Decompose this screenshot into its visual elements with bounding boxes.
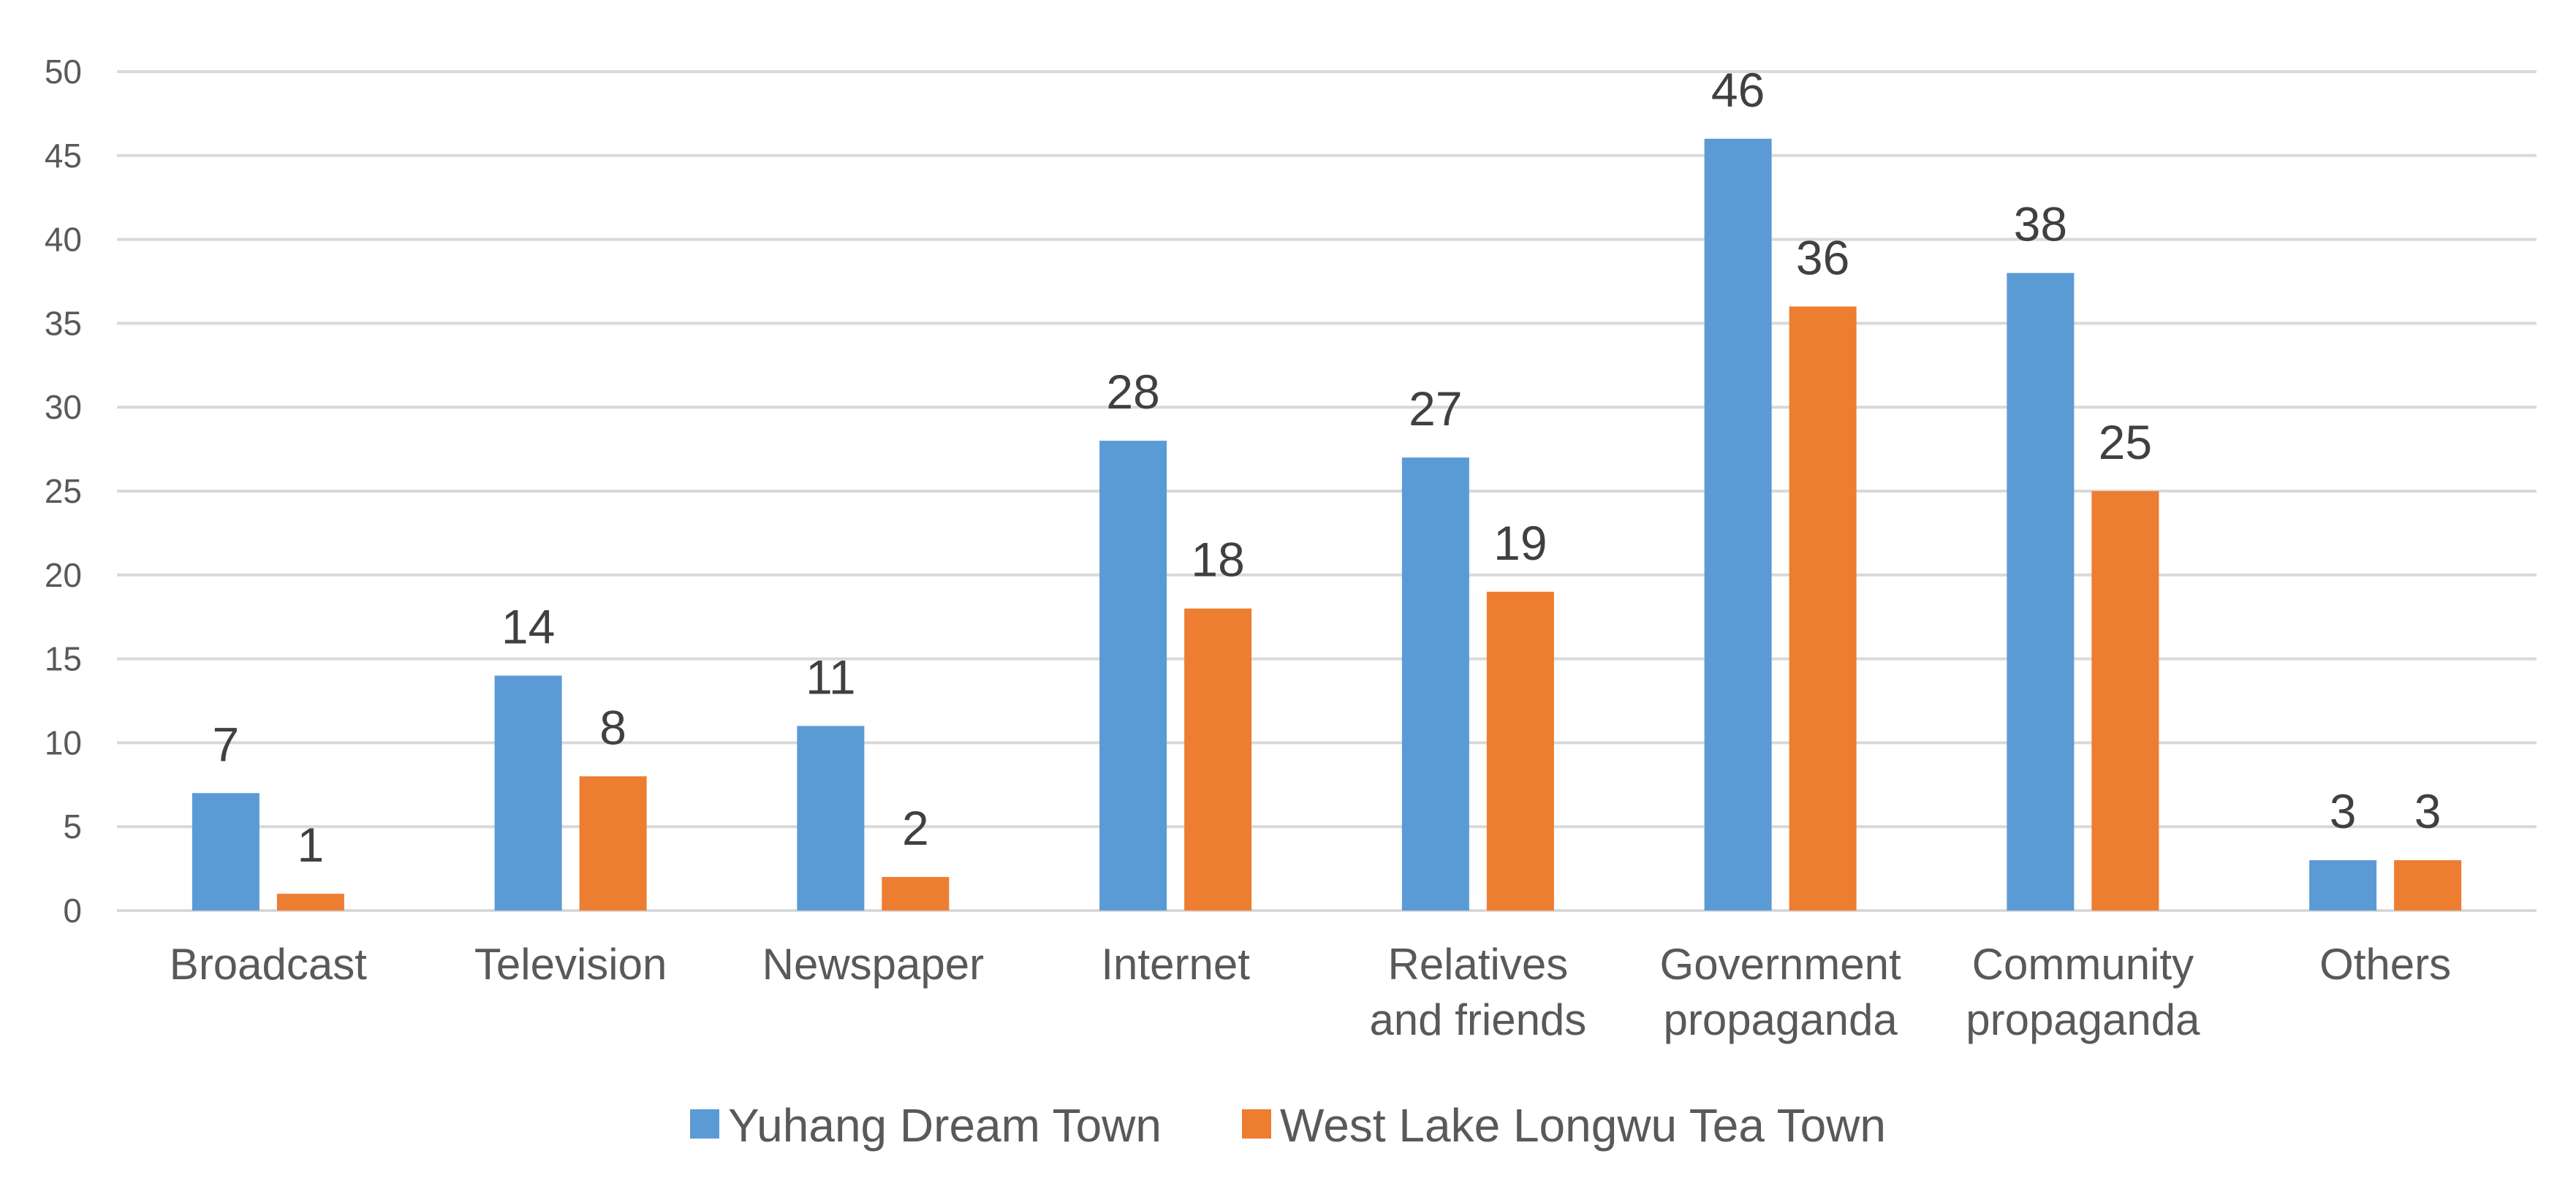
x-tick-label: Broadcast <box>170 940 367 989</box>
x-tick-label: propaganda <box>1966 995 2200 1044</box>
legend-swatch <box>1241 1109 1271 1139</box>
y-tick-label: 5 <box>63 808 82 846</box>
y-axis-ticks: 0 5 10 15 20 25 30 35 40 45 50 <box>45 53 82 930</box>
bar[interactable] <box>1099 441 1167 911</box>
data-label: 8 <box>599 700 626 754</box>
bars <box>192 138 2462 911</box>
bar[interactable] <box>494 675 562 911</box>
x-tick-label: Others <box>2319 940 2451 989</box>
bar[interactable] <box>276 894 344 911</box>
bar[interactable] <box>2309 860 2377 911</box>
x-tick-label: Newspaper <box>762 940 985 989</box>
data-label: 19 <box>1493 516 1547 570</box>
legend-swatch <box>690 1109 720 1139</box>
x-tick-label: Government <box>1660 940 1901 989</box>
bar[interactable] <box>579 776 647 911</box>
legend-label: Yuhang Dream Town <box>728 1099 1162 1152</box>
y-tick-label: 20 <box>45 556 82 594</box>
x-axis-ticks: Broadcast Television Newspaper Internet Rela… <box>170 940 2451 1044</box>
data-label: 3 <box>2414 784 2441 838</box>
x-tick-label: propaganda <box>1663 995 1898 1044</box>
data-label: 14 <box>501 600 555 654</box>
bar[interactable] <box>797 726 865 911</box>
bar[interactable] <box>2007 273 2075 911</box>
bar[interactable] <box>1704 138 1772 911</box>
grid-lines <box>117 70 2537 912</box>
x-tick-label: Internet <box>1101 940 1250 989</box>
x-tick-label: and friends <box>1369 995 1586 1044</box>
data-label: 46 <box>1711 63 1765 117</box>
legend-item[interactable]: West Lake Longwu Tea Town <box>1241 1099 1886 1152</box>
y-tick-label: 10 <box>45 723 82 761</box>
y-tick-label: 50 <box>45 53 82 91</box>
bar[interactable] <box>192 793 260 911</box>
data-label: 27 <box>1409 381 1462 436</box>
bar[interactable] <box>1789 306 1857 911</box>
bar[interactable] <box>882 877 950 911</box>
bar[interactable] <box>2394 860 2462 911</box>
data-label: 11 <box>806 650 856 704</box>
y-tick-label: 40 <box>45 221 82 259</box>
data-label: 1 <box>298 818 325 872</box>
y-tick-label: 0 <box>63 892 82 930</box>
bar[interactable] <box>2091 491 2159 911</box>
x-tick-label: Relatives <box>1387 940 1568 989</box>
legend-item[interactable]: Yuhang Dream Town <box>690 1099 1162 1152</box>
data-label: 3 <box>2330 784 2357 838</box>
data-label: 2 <box>902 801 929 855</box>
y-tick-label: 45 <box>45 137 82 175</box>
data-labels: 7 1 14 8 11 2 28 18 27 19 46 36 38 25 3 3 <box>213 63 2441 872</box>
bar[interactable] <box>1401 457 1469 911</box>
data-label: 36 <box>1796 230 1849 284</box>
y-tick-label: 25 <box>45 472 82 510</box>
y-tick-label: 30 <box>45 388 82 426</box>
x-tick-label: Community <box>1972 940 2194 989</box>
data-label: 7 <box>213 717 240 771</box>
y-tick-label: 15 <box>45 640 82 678</box>
legend-label: West Lake Longwu Tea Town <box>1280 1099 1886 1152</box>
data-label: 38 <box>2014 197 2067 251</box>
data-label: 25 <box>2099 415 2152 469</box>
x-tick-label: Television <box>474 940 667 989</box>
data-label: 18 <box>1191 533 1244 587</box>
data-label: 28 <box>1106 365 1159 419</box>
y-tick-label: 35 <box>45 304 82 342</box>
bar[interactable] <box>1486 591 1554 911</box>
legend: Yuhang Dream Town West Lake Longwu Tea To… <box>690 1099 1886 1152</box>
bar[interactable] <box>1184 608 1252 911</box>
